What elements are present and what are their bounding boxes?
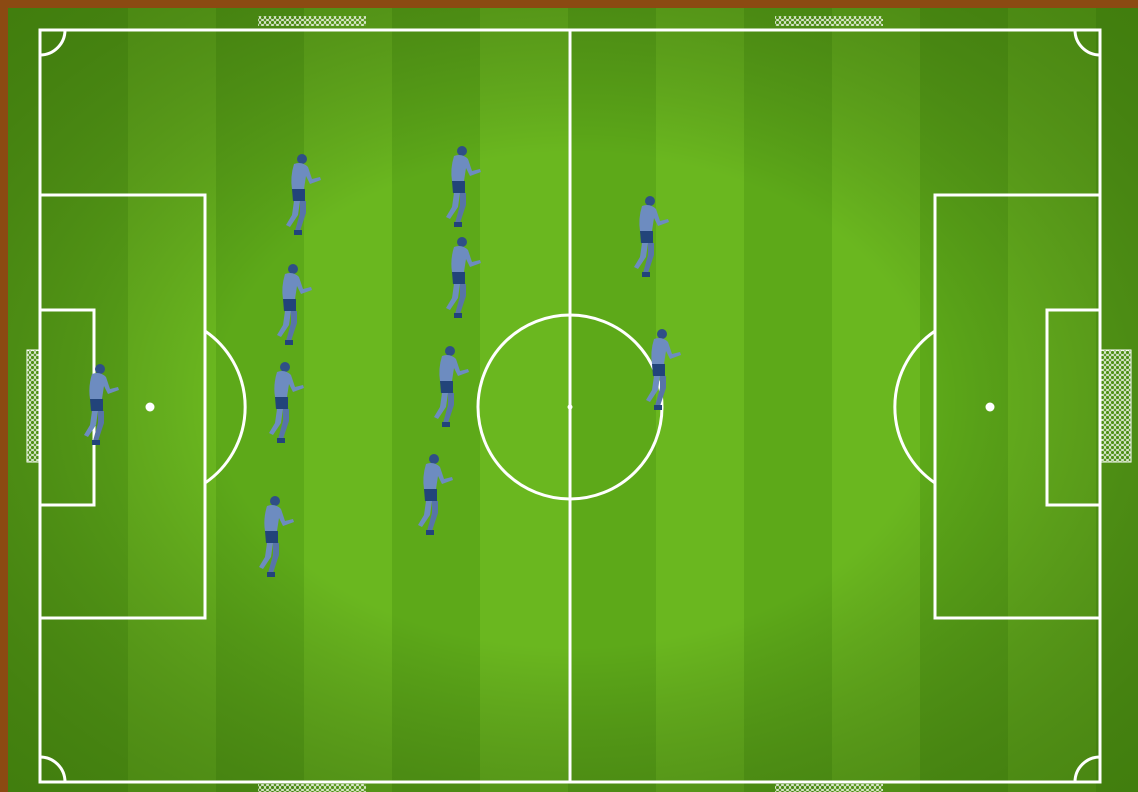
player-head	[288, 264, 298, 274]
page: (() => { const data = JSON.parse(documen…	[0, 0, 1138, 792]
player-shorts	[283, 299, 296, 311]
player-boot	[426, 530, 434, 535]
player-head	[645, 196, 655, 206]
player-head	[280, 362, 290, 372]
player-boot	[442, 422, 450, 427]
tactics-board	[0, 0, 1138, 792]
player-head	[457, 237, 467, 247]
player-boot	[267, 572, 275, 577]
centre-spot	[568, 405, 573, 410]
player-shorts	[424, 489, 437, 501]
player-shorts	[265, 531, 278, 543]
player-head	[95, 364, 105, 374]
vignette	[8, 8, 1138, 792]
ad-board	[258, 784, 366, 792]
goal-net	[1101, 350, 1131, 462]
penalty-spot	[986, 403, 995, 412]
player-head	[270, 496, 280, 506]
player-head	[429, 454, 439, 464]
goal-net	[27, 350, 40, 462]
player-shorts	[275, 397, 288, 409]
player-shorts	[440, 381, 453, 393]
player-shorts	[652, 364, 665, 376]
player-shorts	[452, 181, 465, 193]
player-boot	[454, 222, 462, 227]
player-boot	[642, 272, 650, 277]
player-boot	[277, 438, 285, 443]
player-head	[457, 146, 467, 156]
player-shorts	[292, 189, 305, 201]
player-shorts	[90, 399, 103, 411]
penalty-spot	[146, 403, 155, 412]
ad-board	[258, 16, 366, 26]
player-shorts	[640, 231, 653, 243]
ad-board	[775, 16, 883, 26]
player-boot	[285, 340, 293, 345]
player-boot	[294, 230, 302, 235]
player-head	[445, 346, 455, 356]
player-boot	[92, 440, 100, 445]
player-boot	[454, 313, 462, 318]
ad-board	[775, 784, 883, 792]
player-shorts	[452, 272, 465, 284]
player-head	[657, 329, 667, 339]
player-head	[297, 154, 307, 164]
player-boot	[654, 405, 662, 410]
